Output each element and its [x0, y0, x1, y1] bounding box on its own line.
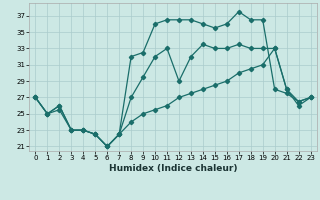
X-axis label: Humidex (Indice chaleur): Humidex (Indice chaleur) — [109, 164, 237, 173]
